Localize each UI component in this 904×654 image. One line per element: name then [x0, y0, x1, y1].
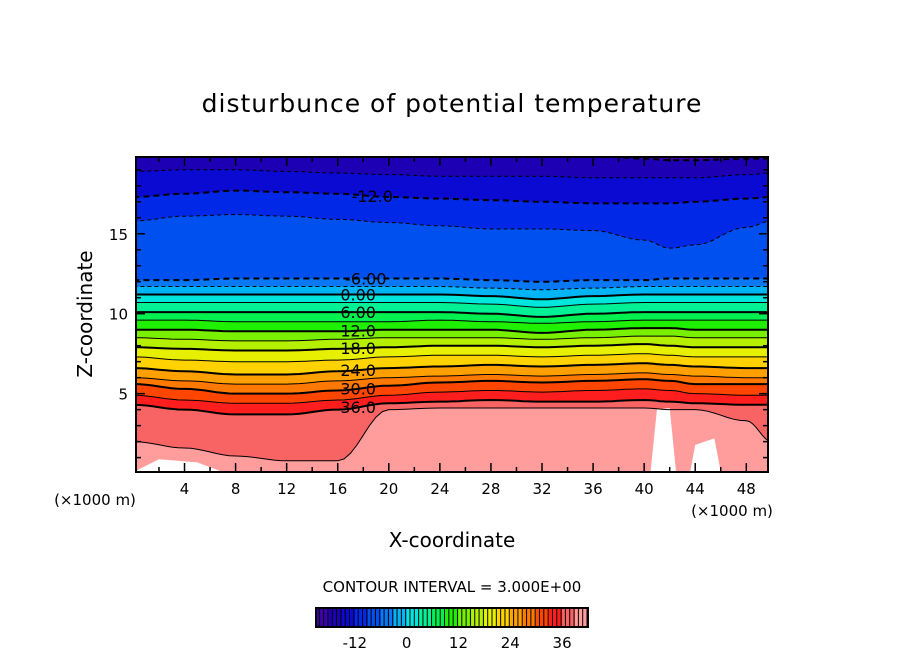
- y-tick-label: 5: [118, 386, 128, 404]
- contour-label: 18.0: [340, 339, 376, 358]
- contour-line: [136, 378, 768, 395]
- contour-line: [136, 398, 768, 416]
- contour-interval-text: CONTOUR INTERVAL = 3.000E+00: [323, 578, 582, 596]
- x-axis-label: X-coordinate: [389, 528, 516, 552]
- colorbar-segment: [354, 608, 369, 627]
- contour-line: [136, 327, 768, 334]
- contour-label: 6.00: [340, 303, 376, 322]
- x-unit-left: (×1000 m): [54, 491, 136, 509]
- white-patch: [690, 438, 721, 472]
- contour-label: 30.0: [340, 380, 376, 399]
- contour-line: [136, 319, 768, 324]
- colorbar-segment: [328, 608, 343, 627]
- y-tick-label: 10: [109, 306, 128, 324]
- colorbar-segment: [432, 608, 447, 627]
- x-unit-right: (×1000 m): [691, 502, 773, 520]
- colorbar-segment: [471, 608, 485, 627]
- colorbar-segment: [367, 608, 382, 627]
- colorbar-segment: [484, 608, 498, 627]
- contour-line: [136, 362, 768, 376]
- colorbar-tick-label: 12: [449, 634, 468, 652]
- contour-line: [136, 302, 768, 308]
- y-tick-label: 15: [109, 226, 128, 244]
- x-tick-label: 28: [481, 480, 500, 498]
- contour-line: [136, 353, 768, 363]
- x-tick-label: 40: [635, 480, 654, 498]
- white-patch: [136, 459, 223, 472]
- contour-line: [136, 343, 768, 352]
- contour-band: [136, 408, 768, 472]
- colorbar-segment: [316, 608, 330, 627]
- colorbar-segment: [380, 608, 395, 627]
- colorbar-segment: [445, 608, 459, 627]
- colorbar-segment: [562, 608, 576, 627]
- colorbar-segment: [523, 608, 537, 627]
- chart-title: disturbunce of potential temperature: [202, 89, 703, 118]
- contour-label: 36.0: [340, 398, 376, 417]
- colorbar-segment: [575, 608, 589, 627]
- colorbar-segment: [406, 608, 421, 627]
- contour-label: 24.0: [340, 361, 376, 380]
- x-tick-label: 48: [737, 480, 756, 498]
- contour-fill: [136, 157, 768, 472]
- colorbar-tick-label: -12: [343, 634, 368, 652]
- colorbar-segment: [393, 608, 408, 627]
- contour-line: [136, 407, 768, 462]
- contour-line: [136, 169, 768, 179]
- contour-lines: [136, 157, 768, 462]
- white-patch: [650, 408, 677, 472]
- contour-label: 12.0: [340, 322, 376, 341]
- x-tick-label: 4: [180, 480, 190, 498]
- colorbar-segment: [497, 608, 511, 627]
- colorbar-segment: [536, 608, 550, 627]
- colorbar-segment: [341, 608, 356, 627]
- x-tick-label: 20: [379, 480, 398, 498]
- y-axis-label: Z-coordinate: [73, 250, 97, 377]
- colorbar-tick-label: 24: [501, 634, 520, 652]
- contour-line: [136, 335, 768, 342]
- colorbar-segment: [419, 608, 434, 627]
- contour-line: [136, 277, 768, 283]
- contour-label: 0.00: [340, 286, 376, 305]
- colorbar-segment: [510, 608, 524, 627]
- colorbar-segment: [549, 608, 563, 627]
- x-tick-label: 44: [686, 480, 705, 498]
- x-tick-label: 36: [584, 480, 603, 498]
- contour-line: [136, 372, 768, 385]
- contour-line: [136, 286, 768, 291]
- colorbar-tick-label: 36: [553, 634, 572, 652]
- contour-line: [607, 157, 768, 162]
- x-tick-label: 12: [277, 480, 296, 498]
- contour-line: [136, 293, 768, 301]
- contour-line: [136, 388, 768, 404]
- contour-line: [136, 214, 768, 249]
- x-tick-label: 16: [328, 480, 347, 498]
- x-tick-label: 32: [532, 480, 551, 498]
- x-tick-label: 8: [231, 480, 241, 498]
- contour-label: -6.00: [345, 270, 386, 289]
- colorbar-segment: [458, 608, 472, 627]
- contour-line: [136, 189, 768, 205]
- plot-frame: [135, 156, 769, 473]
- colorbar-frame: [315, 607, 589, 628]
- colorbar-tick-label: 0: [402, 634, 412, 652]
- colorbar: -12 0 12 24 36: [315, 607, 589, 652]
- contour-label: -12.0: [351, 187, 392, 206]
- contour-line: [136, 311, 768, 318]
- x-tick-label: 24: [430, 480, 449, 498]
